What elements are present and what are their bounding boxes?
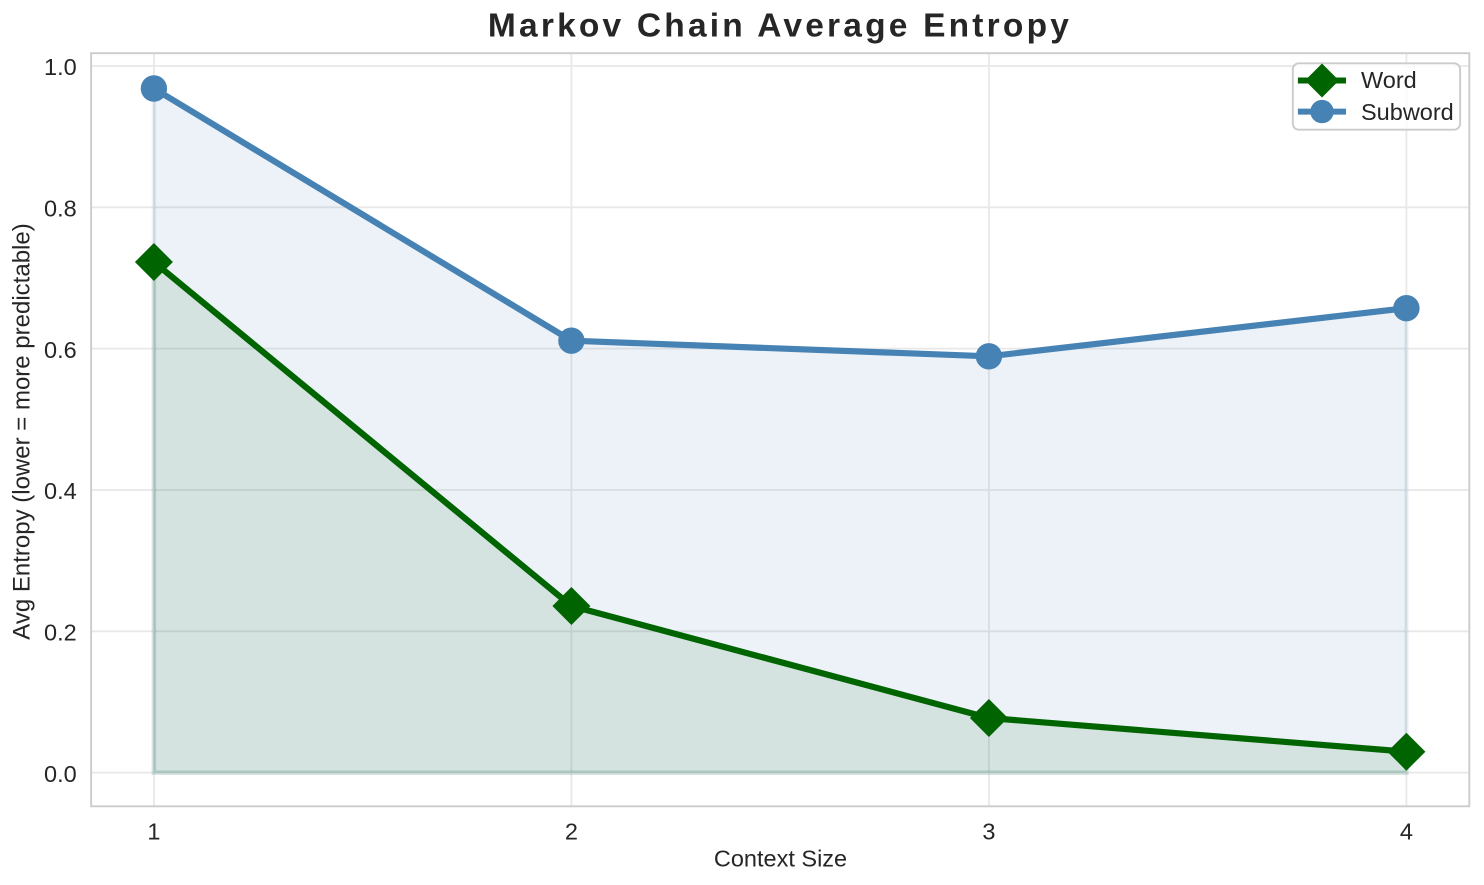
svg-text:0.6: 0.6 (44, 337, 77, 363)
svg-text:Subword: Subword (1361, 99, 1454, 125)
svg-text:0.8: 0.8 (44, 196, 77, 222)
svg-text:0.0: 0.0 (44, 761, 77, 787)
svg-text:Markov Chain Average Entropy: Markov Chain Average Entropy (488, 8, 1072, 45)
svg-text:4: 4 (1400, 819, 1413, 845)
svg-text:0.4: 0.4 (44, 478, 77, 504)
svg-text:1.0: 1.0 (44, 54, 77, 80)
svg-text:3: 3 (982, 819, 995, 845)
svg-text:Avg Entropy (lower = more pred: Avg Entropy (lower = more predictable) (9, 223, 36, 639)
svg-text:Context Size: Context Size (714, 845, 847, 871)
svg-text:0.2: 0.2 (44, 620, 77, 646)
svg-text:1: 1 (147, 819, 160, 845)
svg-text:Word: Word (1361, 67, 1417, 93)
svg-text:2: 2 (565, 819, 578, 845)
